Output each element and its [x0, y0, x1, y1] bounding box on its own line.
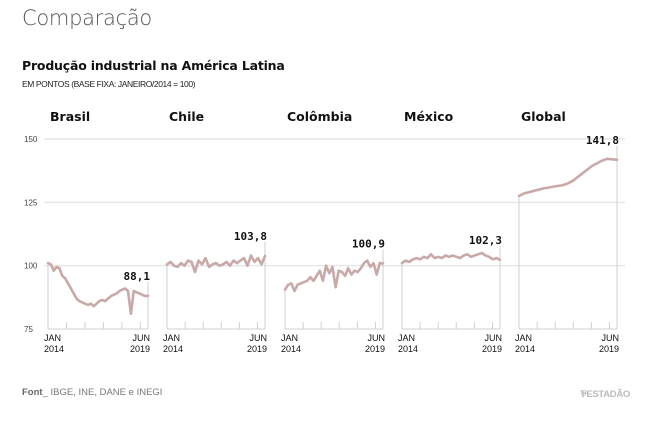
source-note: Font_ IBGE, INE, DANE e INEGI	[22, 387, 162, 398]
x-start-month: JAN	[515, 333, 532, 343]
x-end-month: JUN	[250, 333, 268, 343]
x-start-year: 2014	[44, 344, 64, 354]
x-end-year: 2019	[247, 344, 267, 354]
x-start-year: 2014	[398, 344, 418, 354]
gridlines	[44, 138, 625, 267]
y-axis-ticks: 75 100 125 150	[24, 135, 38, 334]
series-line	[400, 251, 502, 265]
series-line	[165, 254, 267, 274]
panel-label: Colômbia	[287, 109, 352, 124]
x-start-year: 2014	[163, 344, 183, 354]
x-end-month: JUN	[602, 333, 620, 343]
y-tick-label: 125	[24, 198, 38, 207]
last-value-label: 141,8	[586, 134, 619, 147]
panel-label: Chile	[169, 109, 204, 124]
x-end-month: JUN	[485, 333, 503, 343]
source-sep: _	[42, 387, 51, 398]
chart-subtitle: EM PONTOS (BASE FIXA: JANEIRO/2014 = 100…	[22, 79, 196, 89]
x-end-year: 2019	[130, 344, 150, 354]
x-start-month: JAN	[281, 333, 298, 343]
x-start-month: JAN	[44, 333, 61, 343]
x-start-month: JAN	[398, 333, 415, 343]
section-title: Comparação	[22, 6, 152, 30]
panel-label: Brasil	[50, 109, 90, 124]
panel-label: México	[404, 109, 454, 124]
brand-logo: ⅌ESTADÃO	[580, 387, 630, 400]
y-tick-label: 100	[24, 262, 38, 271]
x-end-year: 2019	[482, 344, 502, 354]
panel-label: Global	[521, 109, 566, 124]
series-line	[46, 261, 150, 316]
x-end-year: 2019	[599, 344, 619, 354]
source-label: Font	[22, 387, 43, 398]
series-line	[517, 157, 619, 198]
panels: Brasil88,1JAN2014JUN2019Chile103,8JAN201…	[44, 109, 619, 354]
y-tick-label: 75	[24, 325, 33, 334]
last-value-label: 102,3	[469, 234, 502, 247]
x-start-month: JAN	[163, 333, 180, 343]
y-tick-label: 150	[24, 135, 38, 144]
last-value-label: 100,9	[352, 237, 385, 250]
chart-title: Produção industrial na América Latina	[22, 58, 285, 73]
series-line	[283, 259, 385, 293]
last-value-label: 88,1	[124, 270, 151, 283]
x-start-year: 2014	[281, 344, 301, 354]
x-end-month: JUN	[133, 333, 151, 343]
brand-name: ESTADÃO	[586, 389, 630, 400]
x-end-year: 2019	[365, 344, 385, 354]
x-end-month: JUN	[368, 333, 386, 343]
source-text: IBGE, INE, DANE e INEGI	[50, 387, 163, 398]
brand-icon: ⅌	[580, 389, 587, 400]
x-start-year: 2014	[515, 344, 535, 354]
last-value-label: 103,8	[234, 230, 267, 243]
